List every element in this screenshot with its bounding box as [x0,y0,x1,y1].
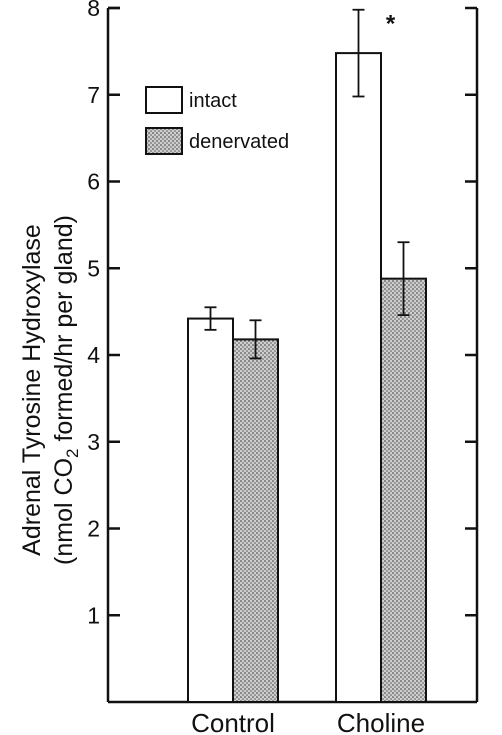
y-tick-label: 3 [87,429,100,455]
y-tick-label: 8 [87,0,100,21]
legend-swatch-denervated [145,127,183,155]
y-tick-label: 5 [87,255,100,281]
y-tick-label: 7 [87,82,100,108]
bar-intact-control [187,317,234,703]
legend-swatch-intact [145,86,183,114]
x-category-label: Control [191,708,275,735]
x-category-label: Choline [337,708,425,735]
bar-denervated-choline [380,277,427,703]
bar-denervated-control [232,338,279,703]
y-axis-title: Adrenal Tyrosine Hydroxylase (nmol CO2 f… [18,215,82,565]
y-tick-label: 6 [87,169,100,195]
y-axis-title-line2: (nmol CO2 formed/hr per gland) [50,215,82,565]
bar-intact-choline [335,52,382,704]
y-axis-title-line1: Adrenal Tyrosine Hydroxylase [18,224,46,556]
plot-area: 1 2 3 4 5 6 7 8 Control * Choline [87,0,479,735]
y-tick-label: 1 [87,602,100,628]
y-tick-label: 4 [87,342,100,368]
legend-label-denervated: denervated [189,131,289,153]
significance-marker: * [386,11,396,38]
y-tick-label: 2 [87,516,100,542]
legend: intact denervated [145,86,289,155]
legend-label-intact: intact [189,90,237,112]
